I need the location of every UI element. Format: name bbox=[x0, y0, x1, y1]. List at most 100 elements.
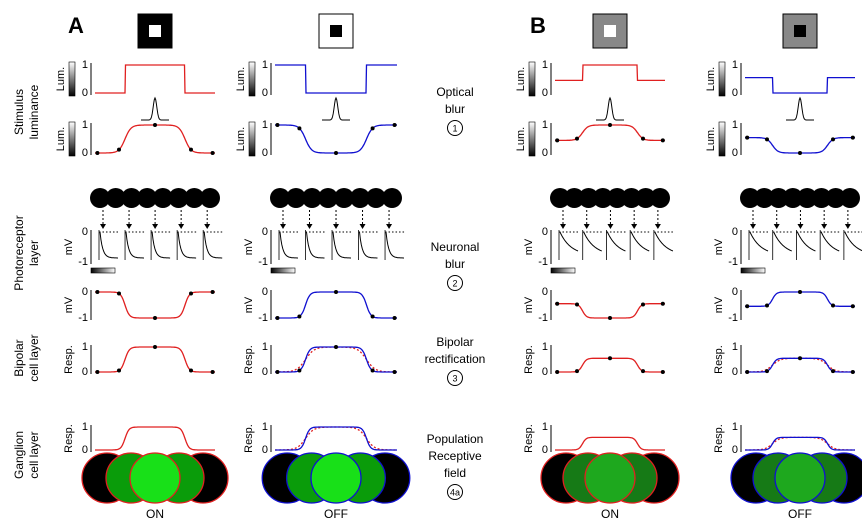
sample-dot bbox=[189, 368, 193, 372]
sample-dot bbox=[798, 151, 802, 155]
sample-dot bbox=[95, 151, 99, 155]
axis-label: mV bbox=[243, 296, 255, 313]
tick-label: 1 bbox=[542, 59, 548, 71]
sample-dot bbox=[831, 369, 835, 373]
sample-dot bbox=[608, 356, 612, 360]
sample-dot bbox=[608, 123, 612, 127]
gradient-bar bbox=[529, 62, 535, 96]
axis-label: Resp. bbox=[63, 345, 75, 374]
trace bbox=[275, 347, 397, 372]
column-label: OFF bbox=[324, 507, 348, 521]
tick-label: 0 bbox=[542, 226, 548, 238]
sample-dot bbox=[555, 138, 559, 142]
stage-label: Receptive bbox=[428, 449, 482, 463]
panel-label: B bbox=[530, 13, 546, 38]
arrow-head bbox=[100, 224, 106, 229]
axis-label: mV bbox=[63, 296, 75, 313]
sample-dot bbox=[117, 292, 121, 296]
tick-label: 0 bbox=[262, 147, 268, 159]
axis-label: Lum. bbox=[705, 127, 717, 151]
trace bbox=[95, 347, 215, 372]
blur-kernel bbox=[322, 98, 350, 120]
tick-label: 1 bbox=[82, 341, 88, 353]
tick-label: 0 bbox=[732, 286, 738, 298]
sample-dot bbox=[275, 370, 279, 374]
row-label: Stimulus bbox=[12, 89, 26, 135]
sample-dot bbox=[297, 314, 301, 318]
sample-dot bbox=[745, 304, 749, 308]
impulse bbox=[386, 232, 404, 258]
impulse bbox=[607, 232, 625, 251]
arrow-head bbox=[607, 224, 613, 229]
tick-label: -1 bbox=[258, 256, 268, 268]
impulse bbox=[584, 232, 602, 251]
tick-label: 0 bbox=[82, 286, 88, 298]
tick-label: 0 bbox=[262, 87, 268, 99]
sample-dot bbox=[211, 290, 215, 294]
stage-label: field bbox=[444, 466, 466, 480]
figure: ABStimulusluminancePhotoreceptorlayerBip… bbox=[0, 0, 862, 525]
sample-dot bbox=[765, 303, 769, 307]
row-label: layer bbox=[27, 240, 41, 266]
gradient-bar bbox=[719, 122, 725, 156]
trace bbox=[275, 347, 397, 372]
step-number: 4a bbox=[450, 487, 460, 497]
tick-label: 0 bbox=[82, 87, 88, 99]
sample-dot bbox=[851, 136, 855, 140]
receptive-field bbox=[585, 453, 635, 503]
arrow-head bbox=[655, 224, 661, 229]
trace bbox=[555, 358, 665, 372]
arrow-head bbox=[126, 224, 132, 229]
receptive-field bbox=[775, 453, 825, 503]
gradient-bar bbox=[69, 62, 75, 96]
arrow-head bbox=[178, 224, 184, 229]
arrow-head bbox=[797, 224, 803, 229]
trace bbox=[555, 437, 665, 450]
tick-label: 1 bbox=[262, 119, 268, 131]
blur-kernel bbox=[141, 98, 169, 120]
blur-kernel bbox=[596, 98, 624, 120]
tick-label: 1 bbox=[82, 421, 88, 433]
trace bbox=[275, 427, 397, 450]
tick-label: -1 bbox=[78, 256, 88, 268]
stage-label: blur bbox=[445, 257, 465, 271]
tick-label: 0 bbox=[732, 147, 738, 159]
sample-dot bbox=[393, 123, 397, 127]
axis-label: Resp. bbox=[523, 345, 535, 374]
tick-label: 0 bbox=[542, 147, 548, 159]
impulse bbox=[360, 232, 378, 258]
tick-label: -1 bbox=[538, 312, 548, 324]
arrow-head bbox=[280, 224, 286, 229]
arrow-head bbox=[560, 224, 566, 229]
sample-dot bbox=[765, 137, 769, 141]
row-label: cell layer bbox=[27, 431, 41, 478]
sample-dot bbox=[555, 370, 559, 374]
tick-label: 1 bbox=[542, 119, 548, 131]
axis-label: Resp. bbox=[63, 424, 75, 453]
column-label: OFF bbox=[788, 507, 812, 521]
impulse bbox=[845, 232, 862, 251]
axis-label: Resp. bbox=[713, 424, 725, 453]
axis-label: Resp. bbox=[243, 345, 255, 374]
tick-label: -1 bbox=[78, 312, 88, 324]
axis-label: mV bbox=[713, 296, 725, 313]
sample-dot bbox=[189, 292, 193, 296]
sample-dot bbox=[851, 370, 855, 374]
sample-dot bbox=[661, 302, 665, 306]
impulse bbox=[307, 232, 325, 258]
impulse bbox=[821, 232, 839, 251]
tick-label: 1 bbox=[262, 59, 268, 71]
photoreceptor bbox=[200, 188, 220, 208]
sample-dot bbox=[153, 345, 157, 349]
tick-label: -1 bbox=[728, 256, 738, 268]
trace bbox=[745, 437, 855, 450]
tick-label: 1 bbox=[262, 341, 268, 353]
sample-dot bbox=[765, 369, 769, 373]
stimulus-inner bbox=[794, 25, 806, 37]
tick-label: -1 bbox=[258, 312, 268, 324]
stage-label: blur bbox=[445, 102, 465, 116]
trace bbox=[745, 78, 855, 93]
sample-dot bbox=[153, 123, 157, 127]
stimulus-inner bbox=[149, 25, 161, 37]
tick-label: 0 bbox=[542, 444, 548, 456]
